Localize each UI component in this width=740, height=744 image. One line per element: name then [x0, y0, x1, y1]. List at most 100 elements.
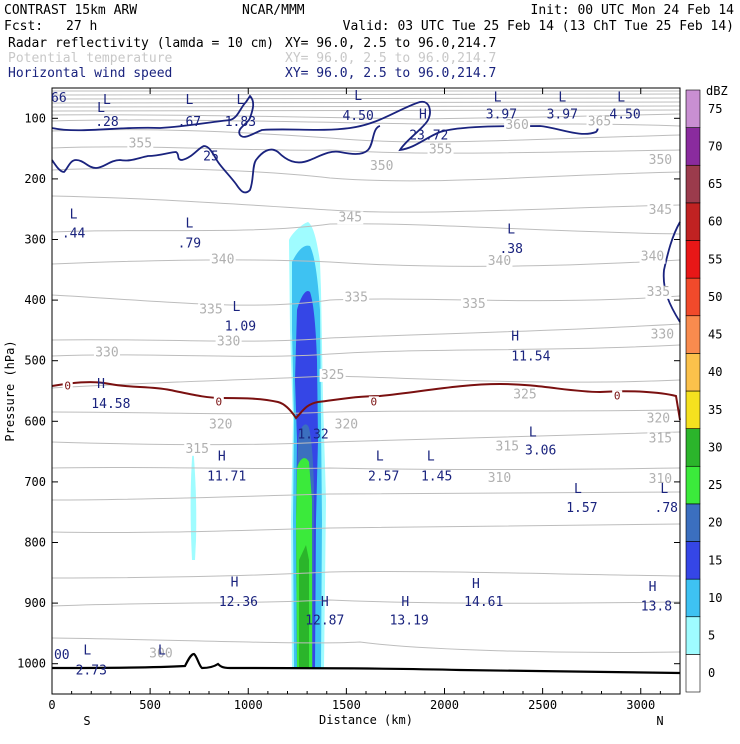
theta-line [51, 294, 681, 306]
x-tick-label: 1500 [332, 698, 361, 712]
zero-degree-line [51, 381, 681, 421]
wind-label: H [231, 576, 239, 591]
theta-line [51, 523, 681, 534]
theta-label: 315 [496, 439, 519, 454]
wind-label: L [97, 101, 105, 116]
wind-label: 1.45 [421, 470, 452, 485]
wind-speed-contours [51, 94, 681, 323]
y-tick-label: 1000 [17, 657, 46, 671]
wind-label: L [617, 90, 625, 105]
colorbar-segment [685, 578, 701, 618]
field-xy-wind-speed: XY= 96.0, 2.5 to 96.0,214.7 [285, 66, 496, 81]
theta-label: 335 [199, 302, 222, 317]
theta-line [51, 93, 681, 96]
x-tick-label: 0 [48, 698, 55, 712]
theta-label: 355 [129, 136, 152, 151]
colorbar-label: 30 [708, 440, 722, 454]
colorbar-segment [685, 503, 701, 542]
reflectivity-shading [190, 222, 326, 668]
theta-label-bg [343, 291, 370, 305]
theta-label-bg [93, 346, 120, 360]
wind-label: 23.72 [409, 129, 448, 144]
theta-label: 310 [649, 472, 672, 487]
wind-label: 1.83 [225, 115, 256, 130]
theta-label: 340 [211, 253, 234, 268]
theta-label: 335 [344, 290, 367, 305]
colorbar-label: 20 [708, 516, 722, 530]
field-name-reflectivity: Radar reflectivity (lamda = 10 cm) [8, 36, 274, 51]
wind-label: 11.54 [511, 350, 550, 365]
y-tick-label: 300 [24, 233, 46, 247]
wind-label: 14.61 [464, 595, 503, 610]
fcst-label: Fcst: [4, 19, 43, 34]
x-axis-title: Distance (km) [319, 713, 413, 727]
theta-label-bg [127, 137, 154, 151]
valid-time: Valid: 03 UTC Tue 25 Feb 14 (13 ChT Tue … [343, 19, 734, 34]
theta-line [51, 167, 681, 182]
colorbar-segment [685, 164, 701, 204]
theta-label: 340 [641, 250, 664, 265]
colorbar-segment [685, 315, 701, 354]
theta-line [51, 491, 681, 501]
x-axis-south-label: S [83, 714, 90, 728]
colorbar-label: 50 [708, 290, 722, 304]
field-name-potential-temperature: Potential temperature [8, 51, 173, 66]
theta-label-bg [209, 253, 236, 267]
colorbar-segment [685, 428, 701, 467]
wind-label: H [511, 330, 519, 345]
wind-label: 14.58 [91, 397, 130, 412]
colorbar-segment [685, 202, 701, 241]
theta-label-bg [647, 432, 674, 446]
theta-line [51, 466, 681, 470]
zero-label-bg [62, 380, 73, 392]
colorbar-label: 10 [708, 591, 722, 605]
wind-label: H [97, 377, 105, 392]
theta-label: 320 [209, 418, 232, 433]
theta-line [51, 431, 681, 446]
zero-label-bg [368, 396, 379, 408]
wind-label: 13.19 [390, 613, 429, 628]
theta-line [51, 129, 681, 143]
colorbar-segment [685, 353, 701, 392]
zero-label-bg [213, 396, 224, 408]
echo-column-30dbz [299, 545, 309, 668]
wind-label: L [236, 93, 244, 108]
theta-line [51, 97, 681, 100]
center-title: NCAR/MMM [242, 3, 305, 18]
header: CONTRAST 15km ARW Fcst: 27 h NCAR/MMM In… [4, 3, 734, 81]
wind-label: 12.87 [305, 613, 344, 628]
wind-contour-upper [51, 94, 599, 152]
y-tick-label: 100 [24, 111, 46, 125]
y-axis-title: Pressure (hPa) [3, 340, 17, 441]
colorbar-unit: dBZ [706, 84, 728, 98]
wind-label: L [376, 450, 384, 465]
colorbar-segment [685, 127, 701, 166]
wind-label: 1.57 [566, 501, 597, 516]
theta-label: 320 [335, 418, 358, 433]
theta-line [51, 409, 681, 415]
theta-label-bg [645, 285, 672, 299]
colorbar-segment [685, 654, 701, 693]
colorbar-segment [685, 390, 701, 429]
y-tick-label: 700 [24, 475, 46, 489]
wind-label: H [472, 577, 480, 592]
wind-label: H [321, 595, 329, 610]
theta-label: 345 [339, 210, 362, 225]
theta-label-bg [639, 250, 666, 264]
wind-label: 00 [54, 648, 70, 663]
x-axis-north-label: N [656, 714, 663, 728]
theta-label: 355 [429, 142, 452, 157]
wind-label: 2.73 [76, 664, 107, 679]
theta-label-bg [486, 254, 513, 268]
theta-label-bg [319, 368, 346, 382]
theta-label: 335 [647, 285, 670, 300]
left-title: CONTRAST 15km ARW [4, 3, 137, 18]
wind-label: L [158, 644, 166, 659]
wind-label: L [660, 482, 668, 497]
wind-label: H [401, 595, 409, 610]
wind-label: .44 [62, 227, 86, 242]
zero-label-bg [612, 390, 623, 402]
theta-label-bg [486, 471, 513, 485]
